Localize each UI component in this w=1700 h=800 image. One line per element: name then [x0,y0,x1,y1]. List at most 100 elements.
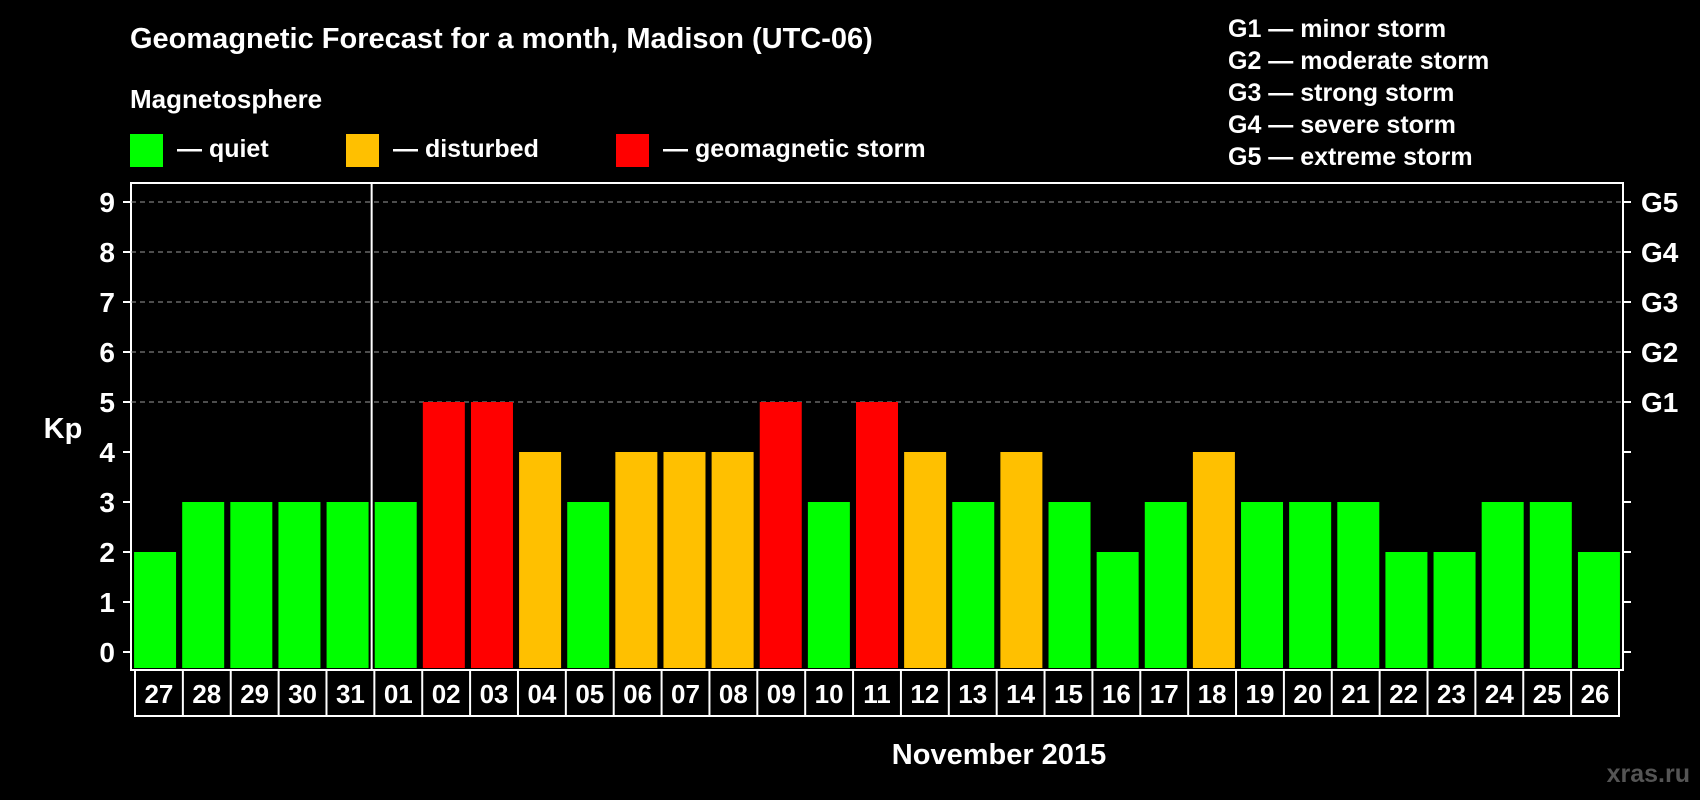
y-tick-label-1: 1 [99,587,115,618]
y-tick-label-2: 2 [99,537,115,568]
legend-swatch-storm [616,134,649,167]
x-tick-label-06: 06 [623,679,652,709]
x-tick-label-02: 02 [432,679,461,709]
x-tick-label-14: 14 [1006,679,1035,709]
x-tick-label-26: 26 [1581,679,1610,709]
legend-label-disturbed: — disturbed [393,135,539,163]
g-axis-label-g3: G3 [1641,287,1678,318]
bar-day-05 [567,502,610,668]
x-tick-label-23: 23 [1437,679,1466,709]
bar-day-10 [807,502,850,668]
bar-day-23 [1433,552,1476,668]
x-tick-label-30: 30 [288,679,317,709]
bar-day-26 [1577,552,1620,668]
bar-day-13 [952,502,995,668]
x-tick-label-27: 27 [144,679,173,709]
bar-day-04 [519,452,562,668]
g-scale-item-g5: G5 — extreme storm [1228,143,1473,171]
g-axis-label-g4: G4 [1641,237,1679,268]
x-tick-label-09: 09 [767,679,796,709]
bar-day-20 [1289,502,1332,668]
x-axis-label: November 2015 [892,739,1106,771]
y-tick-label-4: 4 [99,437,115,468]
x-tick-label-04: 04 [527,679,556,709]
bar-day-02 [422,402,465,668]
bar-day-01 [374,502,417,668]
x-tick-label-17: 17 [1150,679,1179,709]
y-tick-label-3: 3 [99,487,115,518]
x-tick-label-18: 18 [1198,679,1227,709]
bar-day-27 [134,552,177,668]
x-tick-label-29: 29 [240,679,269,709]
bar-day-21 [1337,502,1380,668]
x-tick-label-10: 10 [815,679,844,709]
x-tick-label-25: 25 [1533,679,1562,709]
x-tick-label-20: 20 [1293,679,1322,709]
y-tick-label-7: 7 [99,287,115,318]
bar-day-06 [615,452,658,668]
legend-swatch-disturbed [346,134,379,167]
bar-day-07 [663,452,706,668]
x-tick-label-15: 15 [1054,679,1083,709]
bar-day-31 [326,502,369,668]
bar-day-30 [278,502,321,668]
grid-lines [131,201,1623,403]
bar-day-09 [759,402,802,668]
bar-day-22 [1385,552,1428,668]
x-tick-label-08: 08 [719,679,748,709]
bar-day-12 [904,452,947,668]
status-legend: — quiet — disturbed — geomagnetic storm [130,134,926,167]
y-tick-label-0: 0 [99,637,115,668]
g-axis-label-g1: G1 [1641,387,1678,418]
x-tick-label-28: 28 [192,679,221,709]
bar-day-28 [182,502,225,668]
y-tick-label-6: 6 [99,337,115,368]
y-axis: 0 1 2 3 4 5 6 7 8 9 [99,187,131,668]
legend-swatch-quiet [130,134,163,167]
bar-day-03 [470,402,513,668]
g-axis-label-g2: G2 [1641,337,1678,368]
y-tick-label-5: 5 [99,387,115,418]
x-tick-label-12: 12 [910,679,939,709]
g-scale-legend: G1 — minor storm G2 — moderate storm G3 … [1228,15,1489,171]
bar-day-15 [1048,502,1091,668]
x-tick-label-21: 21 [1341,679,1370,709]
g-scale-item-g2: G2 — moderate storm [1228,47,1489,75]
bar-day-14 [1000,452,1043,668]
g-scale-axis: G1 G2 G3 G4 G5 [1623,187,1679,653]
x-tick-label-31: 31 [336,679,365,709]
x-tick-label-07: 07 [671,679,700,709]
legend-label-quiet: — quiet [177,135,269,163]
x-tick-label-11: 11 [863,679,891,709]
x-tick-label-05: 05 [575,679,604,709]
y-tick-label-9: 9 [99,187,115,218]
x-tick-label-03: 03 [480,679,509,709]
g-scale-item-g4: G4 — severe storm [1228,111,1456,139]
bar-day-29 [230,502,273,668]
x-tick-label-01: 01 [384,679,413,709]
bar-day-24 [1481,502,1524,668]
bar-day-11 [856,402,898,668]
watermark: xras.ru [1607,760,1690,788]
g-axis-label-g5: G5 [1641,187,1678,218]
bar-day-17 [1144,502,1187,668]
g-scale-item-g3: G3 — strong storm [1228,79,1454,107]
x-axis-box [134,669,1620,717]
x-axis-day-labels: 27 28 29 30 31 01 02 03 04 05 06 07 08 09 10 11 12 13 14 15… [134,669,1620,717]
legend-title: Magnetosphere [130,84,322,114]
x-tick-label-24: 24 [1485,679,1514,709]
chart-title: Geomagnetic Forecast for a month, Madiso… [130,23,873,55]
bar-day-08 [711,452,754,668]
x-tick-label-19: 19 [1246,679,1275,709]
y-tick-label-8: 8 [99,237,115,268]
bars [134,402,1620,668]
x-tick-label-13: 13 [958,679,987,709]
bar-day-18 [1192,452,1235,668]
bar-day-16 [1096,552,1139,668]
g-scale-item-g1: G1 — minor storm [1228,15,1446,43]
x-tick-label-16: 16 [1102,679,1131,709]
bar-day-25 [1529,502,1572,668]
legend-label-storm: — geomagnetic storm [663,135,926,163]
bar-day-19 [1241,502,1284,668]
